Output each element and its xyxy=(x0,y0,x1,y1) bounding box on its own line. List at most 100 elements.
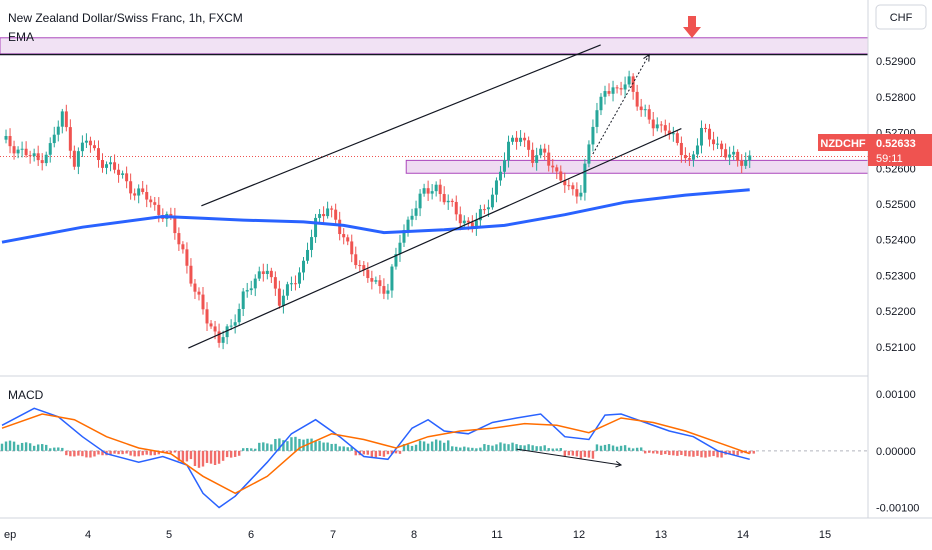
candle xyxy=(603,85,607,105)
candle xyxy=(358,260,362,273)
macd-histogram-bar xyxy=(28,443,32,451)
candle xyxy=(197,287,201,301)
candle-body xyxy=(695,145,699,155)
macd-histogram-bar xyxy=(4,441,8,451)
candle-body xyxy=(346,237,350,242)
candle-body xyxy=(109,162,113,165)
macd-histogram-bar xyxy=(0,443,4,451)
candle-body xyxy=(454,201,458,215)
time-tick-label: 14 xyxy=(737,529,749,541)
candle-body xyxy=(350,241,354,255)
ema-indicator-label[interactable]: EMA xyxy=(8,30,34,44)
candle xyxy=(599,93,603,116)
candle xyxy=(398,234,402,262)
symbol-title[interactable]: New Zealand Dollar/Swiss Franc, 1h, FXCM xyxy=(8,11,243,25)
macd-histogram-bar xyxy=(443,442,446,451)
macd-indicator-label[interactable]: MACD xyxy=(8,388,44,402)
candle-body xyxy=(322,214,326,217)
macd-line xyxy=(1,407,750,509)
candle xyxy=(478,204,482,227)
macd-histogram-bar xyxy=(125,450,128,454)
candle xyxy=(72,145,76,170)
candle xyxy=(76,147,80,175)
macd-histogram-bar xyxy=(434,439,438,451)
candle xyxy=(185,242,189,274)
candle-body xyxy=(185,249,189,266)
candle-body xyxy=(426,188,430,194)
candle-body xyxy=(169,213,173,216)
macd-histogram-bar xyxy=(752,450,755,454)
candle xyxy=(4,129,8,144)
candle-body xyxy=(547,152,551,166)
divergence-arrow-head xyxy=(615,460,623,468)
candle-body xyxy=(233,322,237,326)
macd-axis[interactable]: 0.00100 0.00000 -0.00100 xyxy=(876,389,919,514)
candle xyxy=(583,158,587,201)
candle-body xyxy=(141,188,145,192)
macd-histogram-bar xyxy=(378,450,382,456)
macd-histogram-bar xyxy=(32,445,36,451)
candle-body xyxy=(679,142,683,156)
candle-body xyxy=(720,143,724,150)
candle xyxy=(32,148,36,162)
candle-body xyxy=(716,143,720,145)
candle-body xyxy=(583,163,587,193)
macd-histogram-bar xyxy=(507,444,510,451)
candle-body xyxy=(261,271,265,275)
candle-body xyxy=(225,326,229,338)
candle xyxy=(12,140,16,160)
candle-body xyxy=(12,146,16,154)
macd-histogram-bar xyxy=(684,450,687,457)
candle-body xyxy=(177,233,181,245)
candle-body xyxy=(302,260,305,273)
macd-histogram-bar xyxy=(346,447,349,451)
candle-body xyxy=(519,137,523,142)
candle xyxy=(56,120,60,142)
candle-body xyxy=(36,153,40,161)
macd-histogram-bar xyxy=(660,450,663,455)
macd-histogram-bar xyxy=(511,442,514,451)
candle-body xyxy=(245,290,249,292)
candle xyxy=(551,158,555,173)
candle-body xyxy=(269,270,273,278)
candle-body xyxy=(527,140,531,150)
candle-body xyxy=(591,126,595,145)
candle-body xyxy=(117,169,121,175)
candle-body xyxy=(382,286,386,294)
candle-body xyxy=(575,189,579,197)
price-axis[interactable]: 0.529000.528000.527000.526000.525000.524… xyxy=(876,56,916,354)
candle xyxy=(712,131,716,151)
candle xyxy=(655,117,659,132)
macd-histogram-bar xyxy=(527,444,530,451)
candle xyxy=(233,314,237,334)
macd-histogram-bar xyxy=(692,450,695,457)
candle xyxy=(563,172,567,193)
candle xyxy=(547,144,551,172)
candle xyxy=(285,281,289,300)
candle xyxy=(229,319,233,331)
candle-body xyxy=(193,283,197,292)
macd-histogram-bar xyxy=(455,446,458,451)
time-axis[interactable]: ep 4 5 6 7 8 11 12 13 14 15 xyxy=(4,529,831,541)
candle-body xyxy=(370,278,374,282)
currency-button[interactable]: CHF xyxy=(875,4,927,30)
currency-label: CHF xyxy=(890,12,913,24)
candle-body xyxy=(571,185,575,190)
macd-histogram-bar xyxy=(302,439,305,451)
macd-histogram-bar xyxy=(567,450,571,456)
macd-histogram-bar xyxy=(487,444,490,451)
candle-body xyxy=(627,76,631,85)
candle xyxy=(446,194,450,210)
macd-histogram-bar xyxy=(36,444,40,451)
macd-histogram-bar xyxy=(197,450,201,468)
macd-histogram-bar xyxy=(117,450,120,455)
candle-body xyxy=(342,234,346,238)
projection-arrow xyxy=(592,54,650,155)
candle-body xyxy=(659,124,663,126)
macd-histogram-bar xyxy=(740,450,743,454)
candle-body xyxy=(362,265,366,270)
candle-body xyxy=(639,106,643,111)
candle-body xyxy=(671,133,675,135)
candle xyxy=(430,184,434,200)
